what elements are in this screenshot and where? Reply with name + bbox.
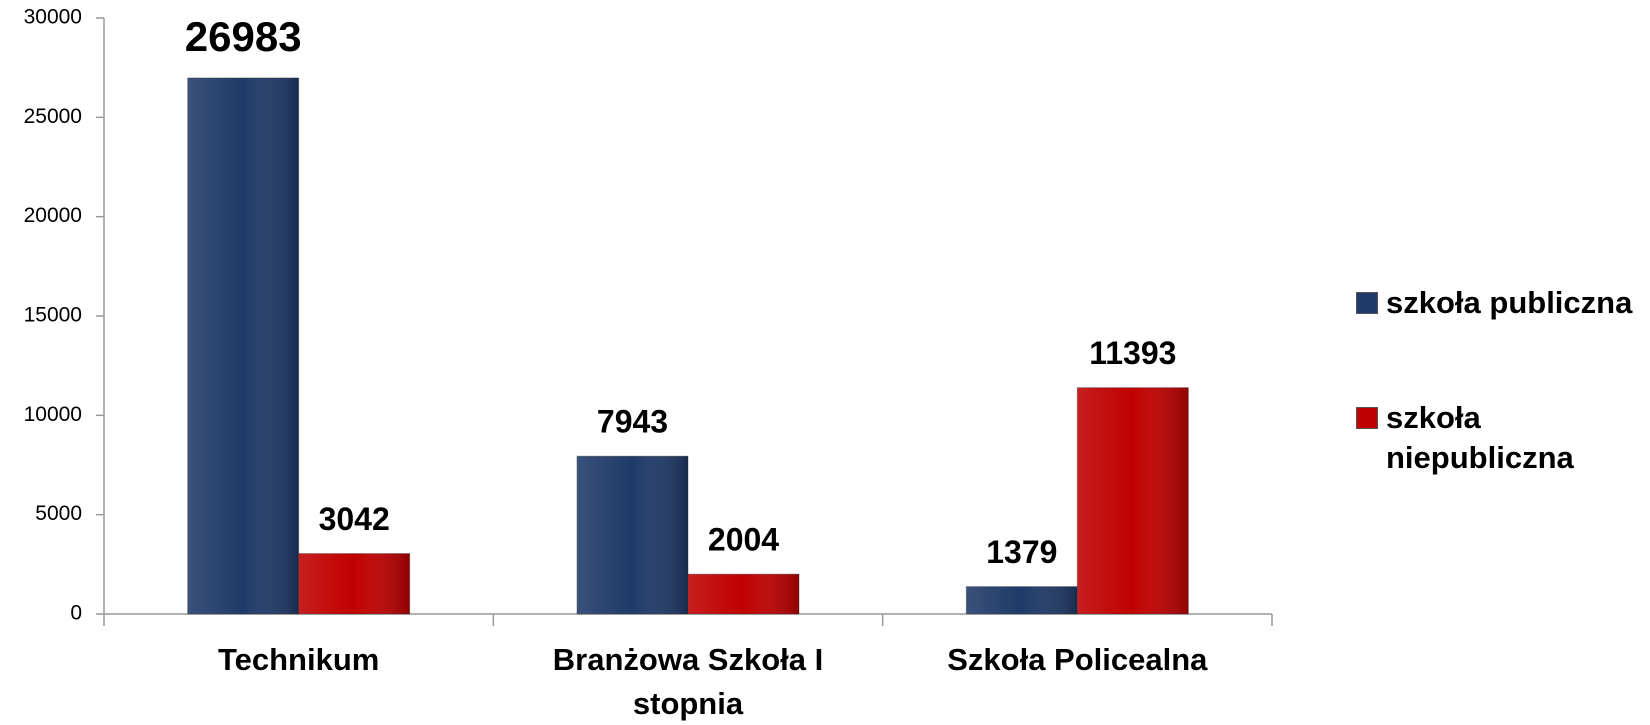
value-label: 7943: [597, 404, 668, 440]
x-tick-label: Branżowa Szkoła I stopnia: [552, 642, 824, 721]
legend-label: szkoła niepubliczna: [1386, 400, 1574, 475]
value-label: 11393: [1089, 335, 1176, 371]
value-label: 26983: [185, 13, 302, 60]
bar: [687, 573, 800, 615]
x-tick-label: Szkoła Policealna: [947, 642, 1208, 677]
bar: [298, 553, 411, 615]
value-label: 2004: [708, 522, 779, 558]
bar: [1076, 387, 1189, 615]
bar: [576, 455, 689, 615]
y-tick-label: 10000: [24, 403, 82, 426]
bar: [187, 77, 300, 615]
y-tick-label: 25000: [24, 105, 82, 128]
bar: [965, 586, 1078, 615]
legend-label: szkoła publiczna: [1386, 285, 1633, 320]
y-tick-label: 5000: [35, 502, 82, 525]
y-tick-label: 20000: [24, 204, 82, 227]
value-label: 1379: [986, 534, 1057, 570]
value-label: 3042: [319, 501, 390, 537]
y-tick-label: 15000: [24, 304, 82, 327]
legend-item: szkoła niepubliczna: [1356, 398, 1636, 478]
y-tick-label: 0: [70, 602, 82, 625]
legend-swatch: [1356, 407, 1378, 429]
x-tick-label: Technikum: [217, 642, 380, 677]
y-tick-label: 30000: [24, 6, 82, 29]
legend-item: szkoła publiczna: [1356, 283, 1636, 323]
legend-swatch: [1356, 292, 1378, 314]
